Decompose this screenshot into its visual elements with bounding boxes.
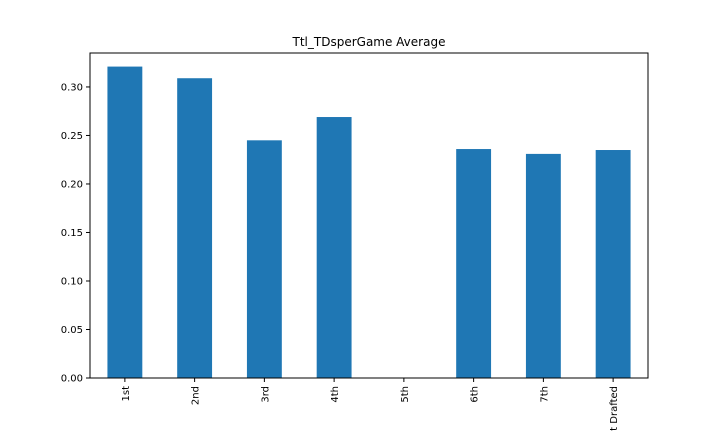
chart-title: Ttl_TDsperGame Average bbox=[292, 35, 446, 49]
y-axis: 0.00 0.05 0.10 0.15 0.20 0.25 0.30 bbox=[61, 82, 90, 385]
bar-2 bbox=[177, 78, 213, 378]
y-tick-label: 0.05 bbox=[61, 325, 83, 336]
y-tick-label: 0.30 bbox=[61, 82, 83, 93]
bar-7 bbox=[525, 153, 561, 378]
bar-3 bbox=[246, 140, 282, 378]
x-tick-label: 6th bbox=[470, 386, 481, 403]
x-tick-label: 1st bbox=[121, 386, 132, 402]
bars-group bbox=[107, 66, 631, 379]
x-tick-label: 4th bbox=[330, 386, 341, 403]
x-tick-label: t Drafted bbox=[609, 386, 620, 431]
bar-8 bbox=[595, 150, 631, 378]
x-axis: 1st 2nd 3rd 4th 5th 6th 7th t Drafted bbox=[121, 378, 620, 431]
bar-4 bbox=[316, 117, 352, 379]
y-tick-label: 0.10 bbox=[61, 276, 83, 287]
x-tick-label: 5th bbox=[400, 386, 411, 403]
y-tick-label: 0.15 bbox=[61, 228, 83, 239]
x-tick-label: 3rd bbox=[260, 386, 271, 403]
y-tick-label: 0.20 bbox=[61, 179, 83, 190]
y-tick-label: 0.00 bbox=[61, 374, 83, 385]
bar-6 bbox=[456, 149, 492, 378]
x-tick-label: 2nd bbox=[191, 386, 202, 405]
bar-1 bbox=[107, 66, 143, 378]
plot-frame bbox=[89, 52, 649, 379]
y-tick-label: 0.25 bbox=[61, 131, 83, 142]
x-tick-label: 7th bbox=[539, 386, 550, 403]
